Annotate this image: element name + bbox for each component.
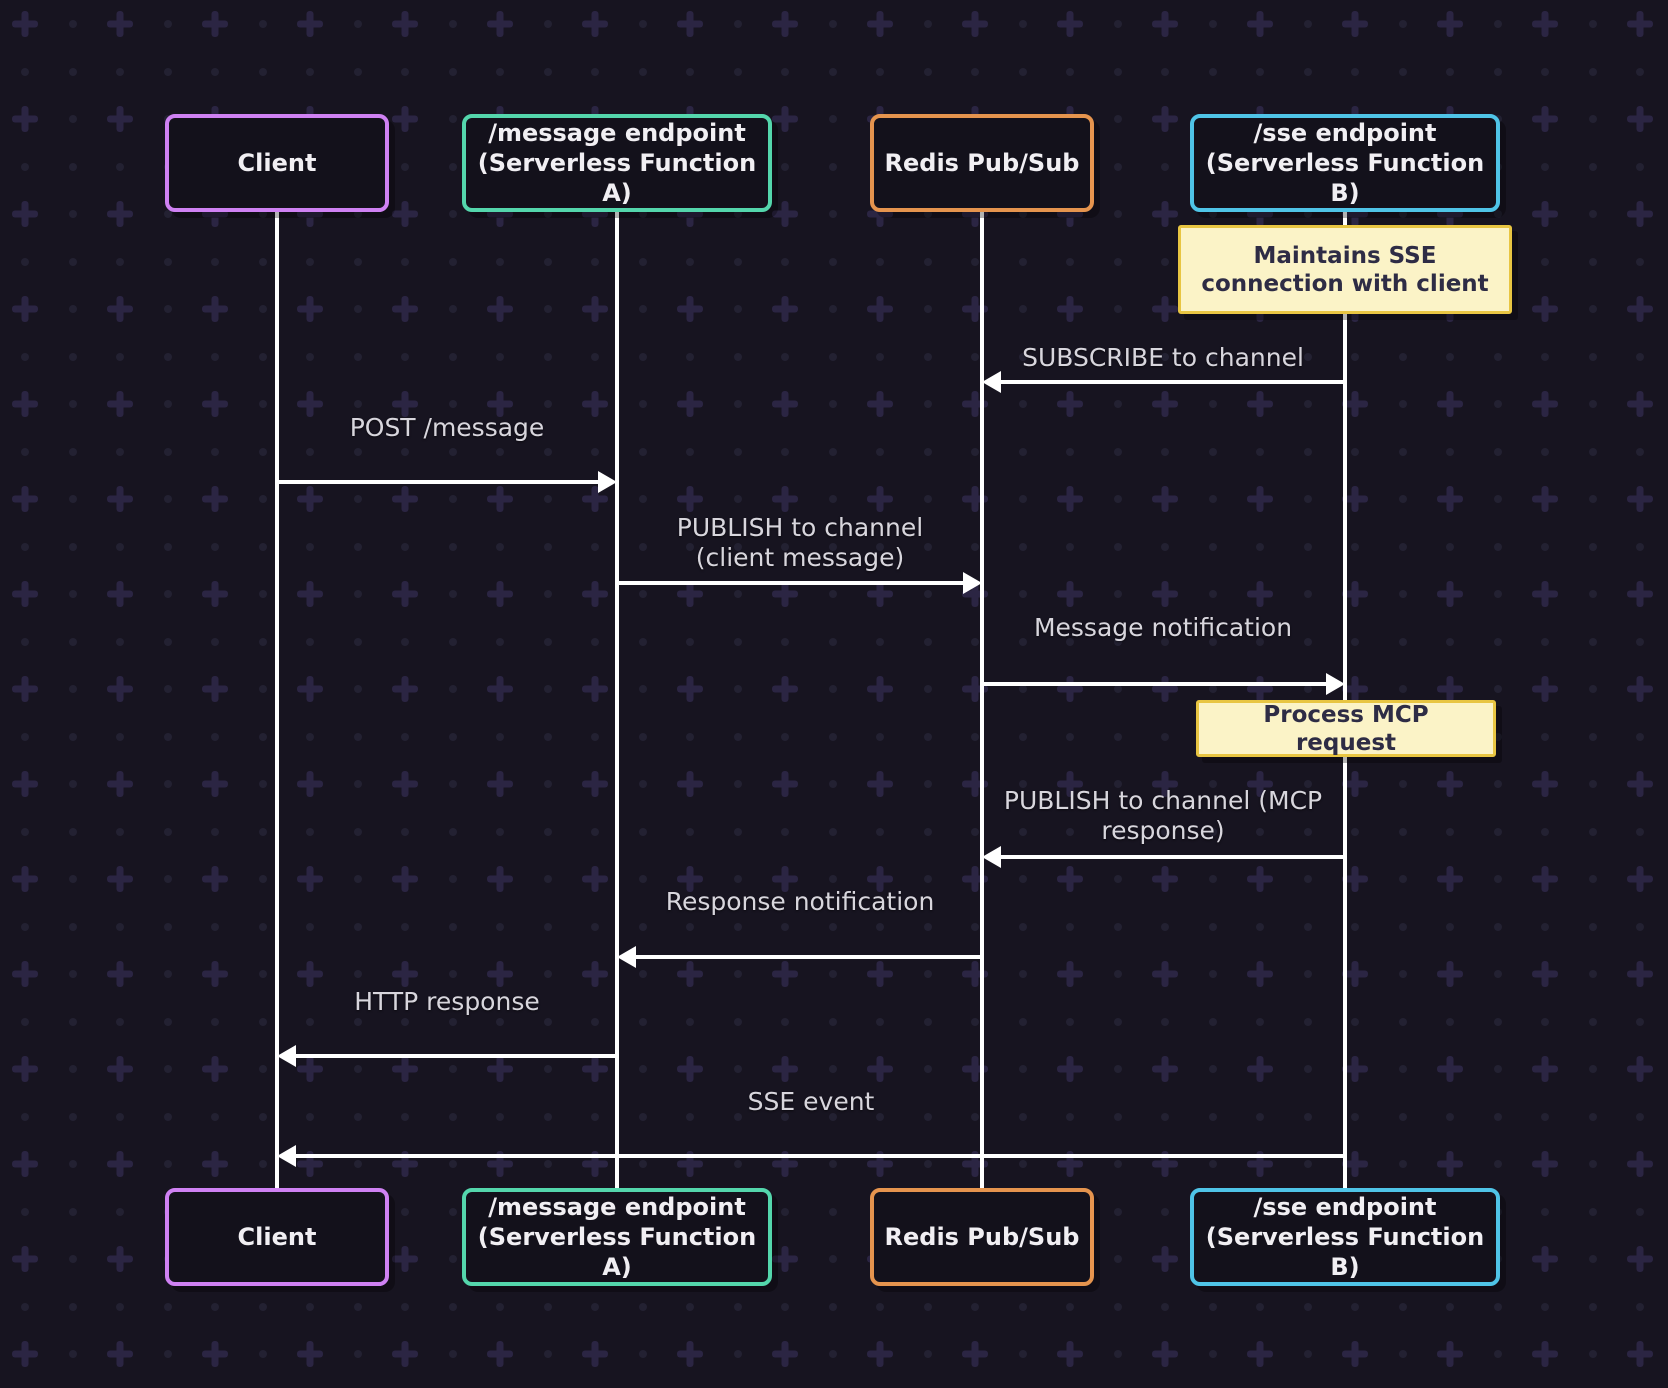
message-line-post-message [277,480,601,484]
participant-message-endpoint-top: /message endpoint (Serverless Function A… [462,114,772,212]
message-line-message-notification [982,682,1329,686]
participant-redis-top: Redis Pub/Sub [870,114,1094,212]
arrowhead-left-icon [617,946,636,968]
message-label-http-response: HTTP response [354,987,540,1016]
participant-client-top: Client [165,114,389,212]
arrowhead-left-icon [982,846,1001,868]
arrowhead-right-icon [963,572,982,594]
message-label-response-notification: Response notification [665,887,935,916]
participant-sse-endpoint-top: /sse endpoint (Serverless Function B) [1190,114,1500,212]
arrowhead-right-icon [1326,673,1345,695]
lifeline-redis [980,212,984,1188]
participant-sse-endpoint-bottom: /sse endpoint (Serverless Function B) [1190,1188,1500,1286]
note-process-mcp-request: Process MCP request [1196,700,1496,757]
participant-message-endpoint-bottom: /message endpoint (Serverless Function A… [462,1188,772,1286]
message-label-message-notification: Message notification [1033,613,1293,642]
message-line-subscribe [998,380,1345,384]
message-line-response-notification [633,955,980,959]
message-line-publish-client-message [617,581,966,585]
message-label-sse-event: SSE event [747,1087,875,1116]
arrowhead-left-icon [277,1145,296,1167]
message-label-publish-mcp-response: PUBLISH to channel (MCP response) [1003,786,1323,845]
message-line-publish-mcp-response [998,855,1345,859]
arrowhead-right-icon [598,471,617,493]
message-label-publish-client-message: PUBLISH to channel (client message) [676,513,924,572]
arrowhead-left-icon [277,1045,296,1067]
participant-redis-bottom: Redis Pub/Sub [870,1188,1094,1286]
lifeline-client [275,212,279,1188]
lifeline-message-endpoint [615,212,619,1188]
arrowhead-left-icon [982,371,1001,393]
note-maintains-sse-connection: Maintains SSE connection with client [1178,225,1512,314]
message-line-sse-event [293,1154,1343,1158]
message-label-post-message: POST /message [349,413,545,442]
message-label-subscribe: SUBSCRIBE to channel [1022,343,1304,372]
participant-client-bottom: Client [165,1188,389,1286]
message-line-http-response [293,1054,615,1058]
